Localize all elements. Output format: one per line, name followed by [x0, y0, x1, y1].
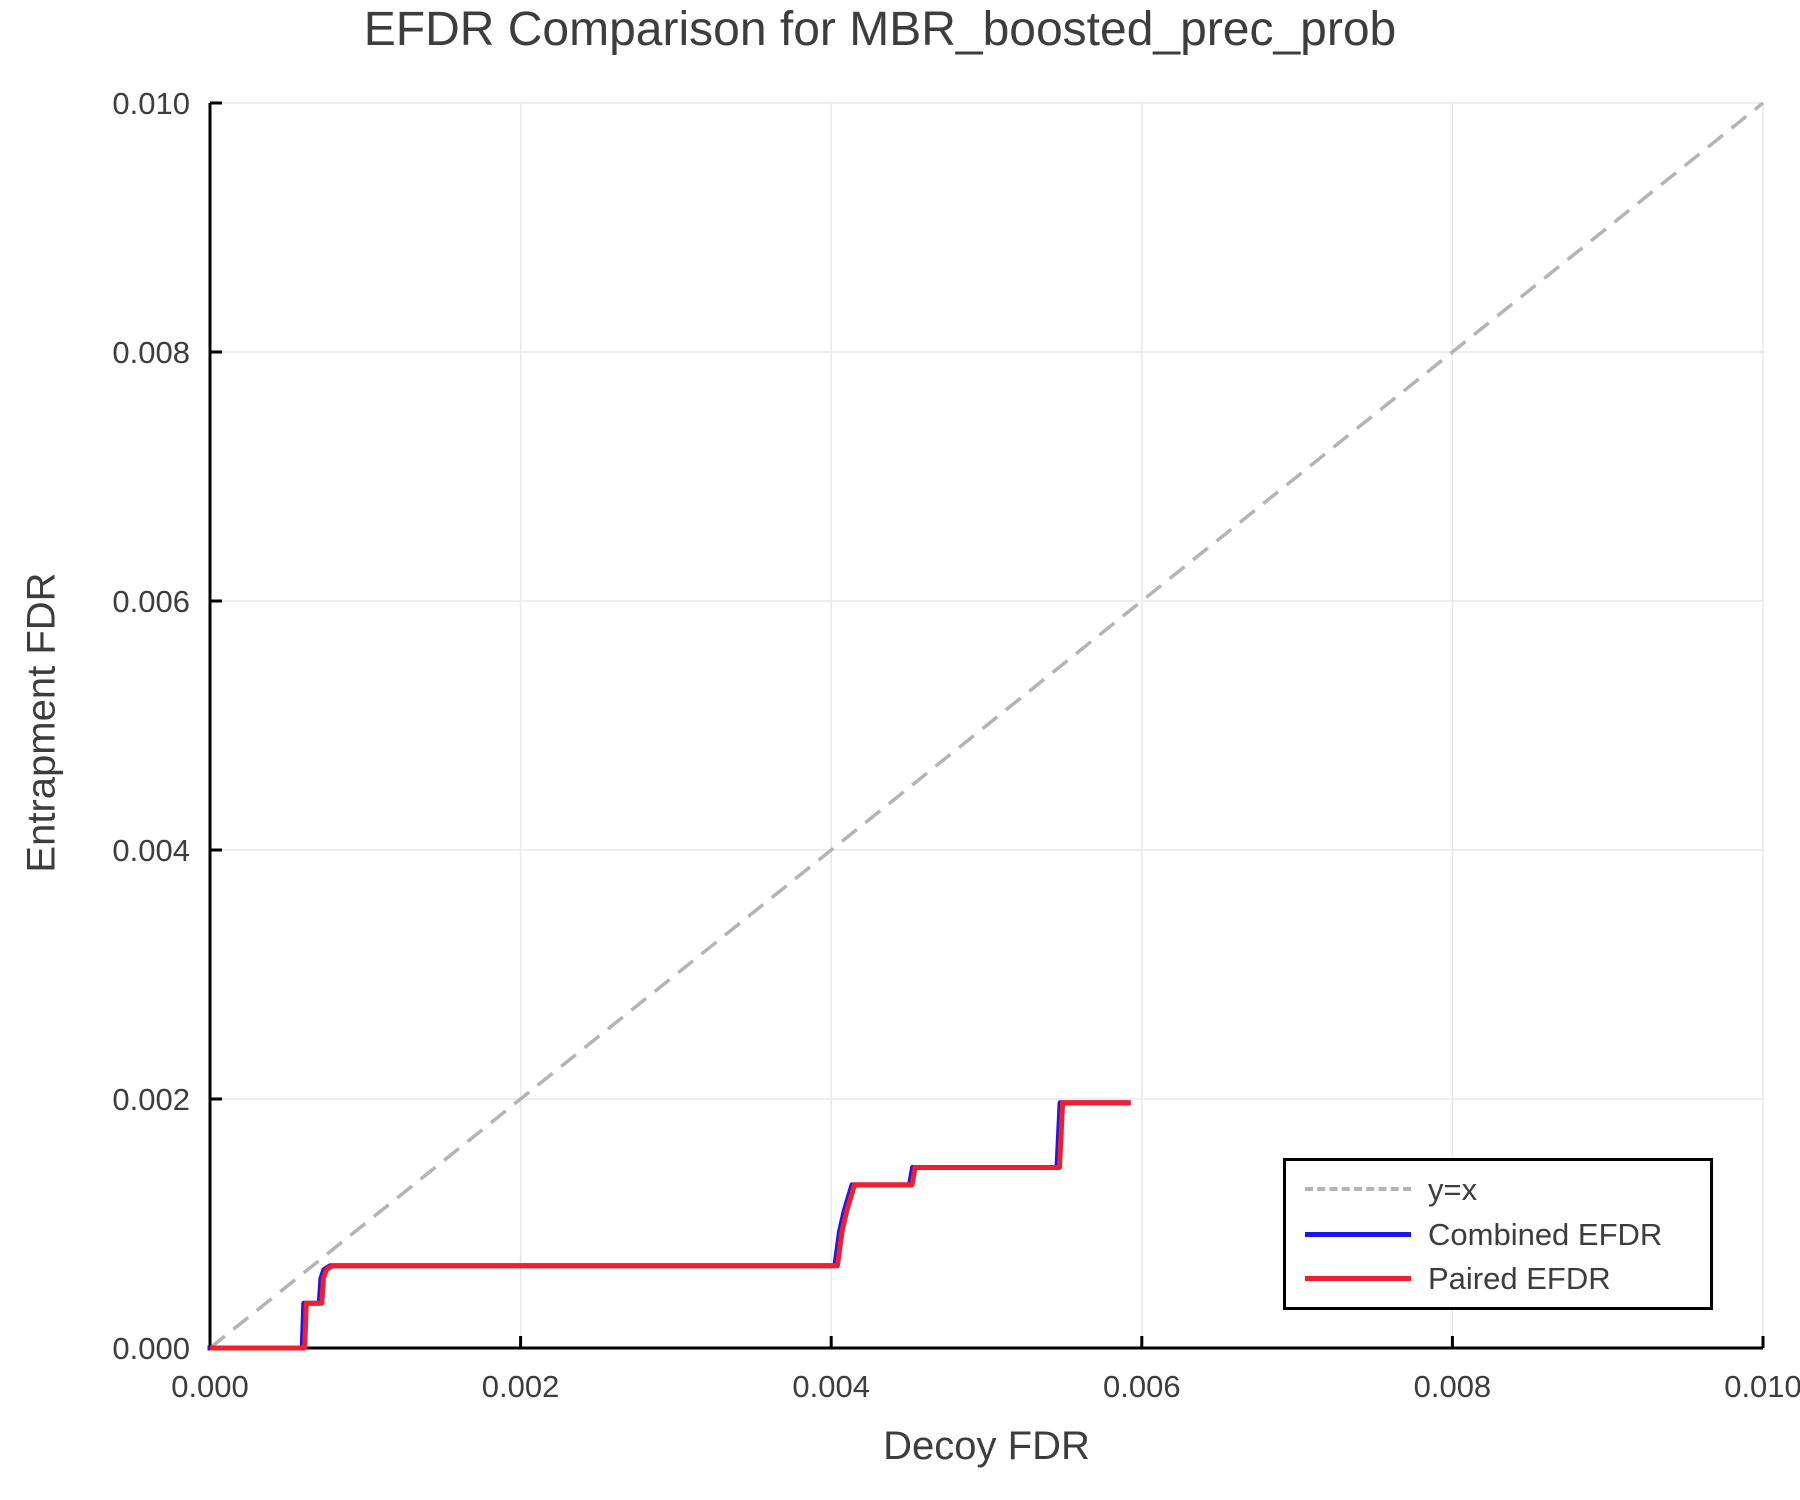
x-tick-label: 0.004 [792, 1369, 870, 1404]
y-tick-label: 0.004 [112, 833, 190, 868]
x-tick-label: 0.010 [1724, 1369, 1800, 1404]
red-line-sample [1305, 1276, 1411, 1282]
legend-label-yx: y=x [1428, 1171, 1478, 1207]
x-tick-label: 0.006 [1103, 1369, 1181, 1404]
paired-efdr-line [210, 1100, 1131, 1351]
y-x-line [208, 101, 1765, 1350]
y-tick-label: 0.010 [112, 86, 190, 121]
x-axis-label: Decoy FDR [883, 1424, 1090, 1468]
x-tick-label: 0.008 [1413, 1369, 1492, 1404]
combined-efdr-line [207, 1100, 1129, 1351]
legend-row-paired: Paired EFDR [1305, 1256, 1710, 1301]
legend-row-combined: Combined EFDR [1305, 1212, 1710, 1257]
dashed-line-sample [1305, 1187, 1411, 1192]
legend-label-combined: Combined EFDR [1428, 1216, 1663, 1252]
y-tick-label: 0.002 [112, 1082, 190, 1117]
y-tick-label: 0.006 [112, 584, 190, 619]
x-tick-label: 0.002 [481, 1369, 560, 1404]
y-tick-label: 0.008 [112, 335, 190, 370]
legend-label-paired: Paired EFDR [1428, 1261, 1611, 1297]
legend-row-yx: y=x [1305, 1167, 1710, 1212]
x-tick-label: 0.000 [171, 1369, 249, 1404]
legend: y=x Combined EFDR Paired EFDR [1283, 1158, 1713, 1310]
blue-line-sample [1305, 1231, 1411, 1237]
chart-title: EFDR Comparison for MBR_boosted_prec_pro… [363, 3, 1397, 56]
y-tick-label: 0.000 [112, 1331, 190, 1366]
